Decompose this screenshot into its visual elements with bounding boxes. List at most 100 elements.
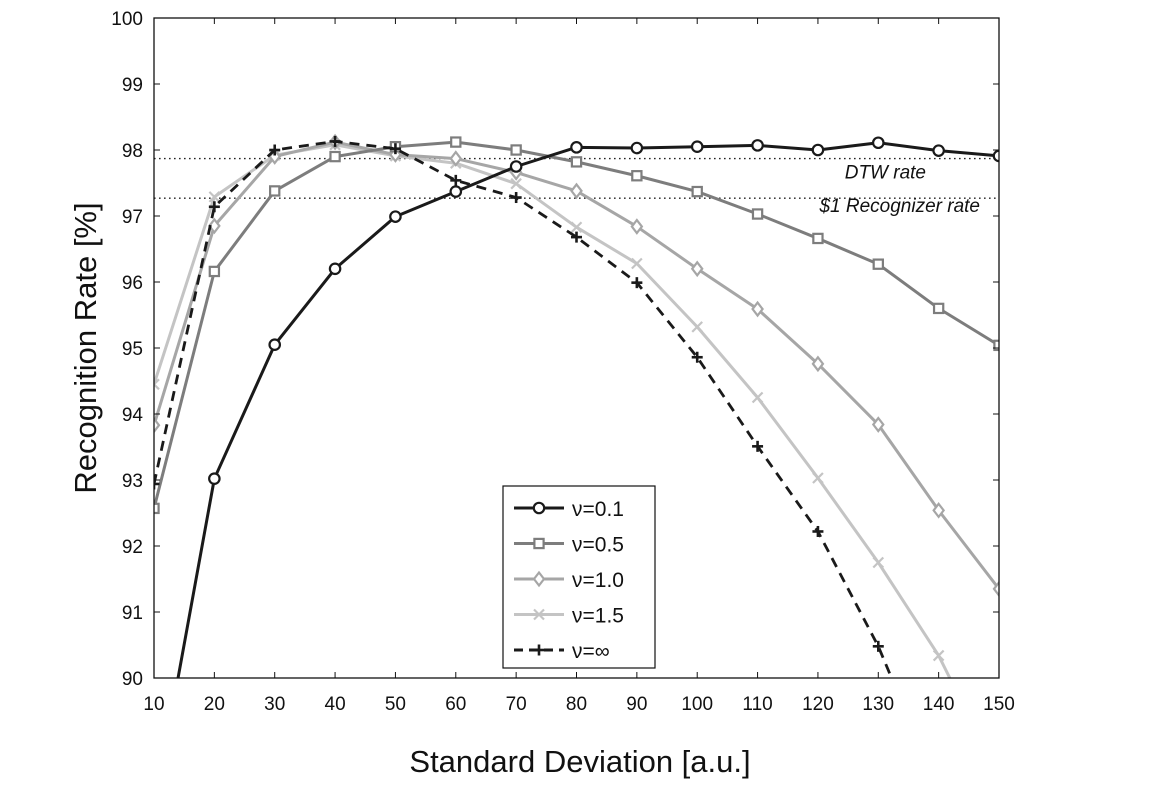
data-point [691,321,703,333]
y-tick-label: 98 [122,141,143,162]
data-point [207,217,221,235]
x-tick-label: 40 [325,694,346,715]
data-point [631,277,643,289]
data-point [268,338,282,351]
data-point [389,143,401,155]
legend-entry: ν=∞ [514,640,610,663]
legend-label: ν=0.5 [572,534,624,557]
y-axis-title: Recognition Rate [%] [68,202,103,493]
legend-entry: ν=1.5 [514,605,624,628]
data-point [450,174,462,186]
data-point [872,640,884,652]
y-tick-label: 100 [111,9,143,30]
data-point [208,201,220,213]
data-point [871,136,885,150]
data-point [570,221,583,233]
data-point [630,141,644,155]
reference-line-label: DTW rate [845,163,926,184]
data-point [510,177,522,190]
series-2 [154,136,999,515]
x-tick-label: 20 [204,694,225,715]
legend-marker [533,608,545,621]
legend-marker [533,644,545,656]
data-point [872,258,884,270]
data-point [450,136,462,148]
data-point [154,478,160,490]
data-point [751,300,764,318]
legend-label: ν=1.5 [572,605,624,628]
data-point [208,191,221,203]
data-point [993,339,999,352]
reference-line-label: $1 Recognizer rate [818,196,980,217]
data-point [751,391,764,404]
data-point [571,231,582,243]
data-point [570,156,583,168]
data-point [751,208,764,220]
x-tick-label: 140 [923,694,955,715]
legend-entry: ν=1.0 [514,569,624,592]
data-point [630,218,644,235]
data-point [812,232,824,245]
data-point [328,262,342,276]
legend-entry: ν=0.1 [514,498,624,521]
data-point [811,355,825,373]
y-tick-label: 96 [122,273,143,294]
legend-box [502,485,656,669]
y-tick-label: 91 [122,603,143,624]
x-tick-label: 110 [742,694,772,715]
reference-lines [154,157,999,199]
data-point [509,160,523,173]
y-tick-label: 95 [122,339,143,360]
data-point [329,150,341,163]
y-tick-label: 92 [122,537,143,558]
x-tick-label: 30 [264,694,285,715]
reference-line-labels: DTW rate $1 Recognizer rate [818,163,980,218]
y-tick-label: 99 [122,75,143,96]
data-point [510,192,522,204]
x-axis-title: Standard Deviation [a.u.] [409,744,750,779]
data-point [449,150,463,167]
data-point [992,580,999,598]
legend-label: ν=∞ [572,640,610,663]
data-point [932,144,945,157]
data-point [871,416,885,433]
data-point [570,141,583,154]
data-point [154,378,160,391]
data-point [811,143,825,157]
data-point [932,502,946,519]
data-point [154,416,161,434]
data-point [449,185,463,198]
legend-entries: ν=0.1 ν=0.5 ν=1.0 ν=1.5 ν=∞ [514,498,624,663]
legend-marker [532,501,546,515]
x-tick-label: 150 [983,694,1015,715]
data-point [691,351,703,363]
series-1 [176,136,999,678]
series-5 [154,135,894,678]
data-point [154,502,160,515]
data-point [269,185,281,197]
data-point [691,185,703,198]
y-tick-label: 93 [122,471,143,492]
y-tick-label: 94 [122,405,144,426]
legend-label: ν=0.1 [572,498,624,521]
data-point [631,257,643,270]
x-tick-label: 100 [681,694,713,715]
data-point [690,140,704,153]
data-point [872,556,885,569]
data-point [812,472,824,484]
y-tick-label: 97 [122,207,143,228]
data-point [751,139,764,152]
x-tick-label: 70 [506,694,527,715]
y-axis-ticks: 90 91 92 93 94 95 96 97 98 99 100 [111,9,999,690]
data-point [752,440,764,452]
series-3 [154,133,999,598]
data-point [994,772,1004,782]
legend-entry: ν=0.5 [514,534,624,557]
data-point [269,144,281,156]
data-point [690,260,704,278]
x-tick-label: 80 [566,694,587,715]
x-tick-label: 90 [626,694,647,715]
series-line [154,140,894,678]
x-tick-label: 60 [445,694,466,715]
